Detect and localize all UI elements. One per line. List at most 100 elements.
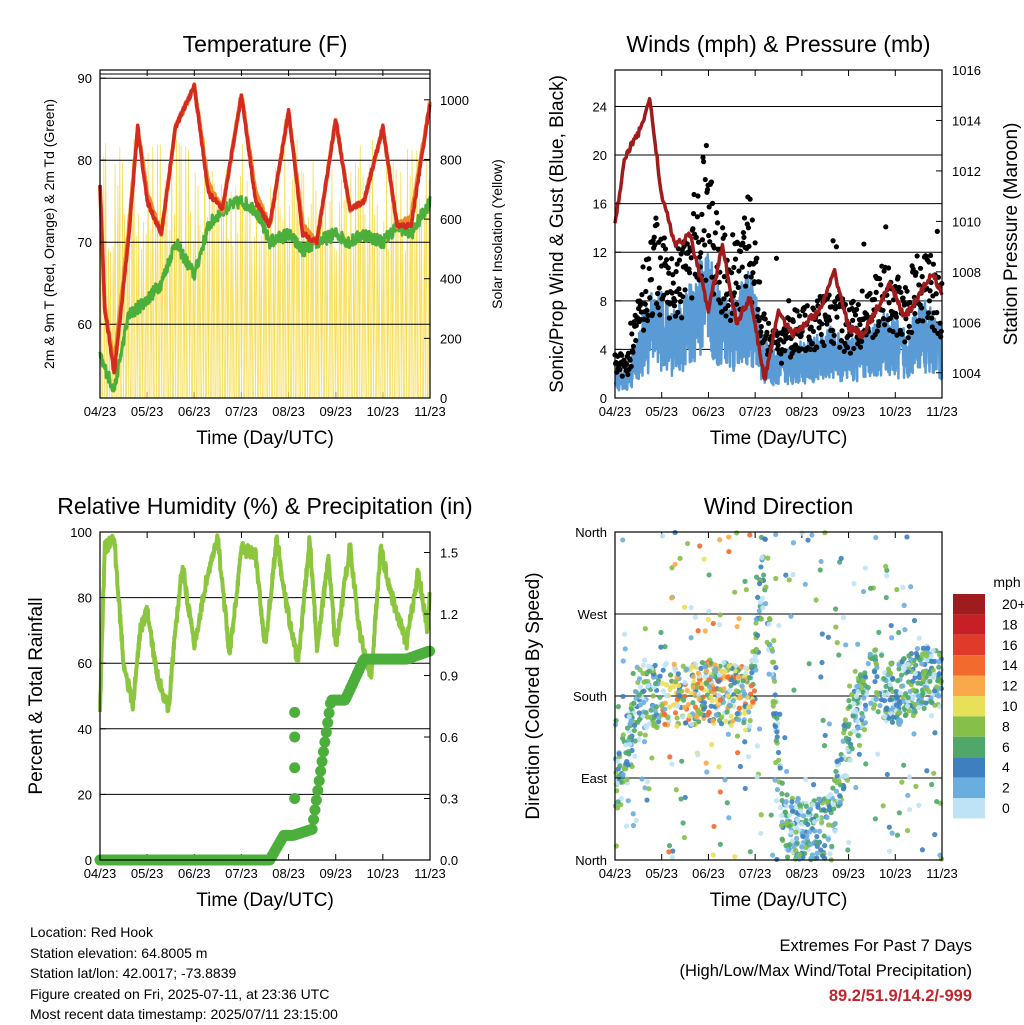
direction-point — [934, 684, 940, 690]
x-axis-label: Time (Day/UTC) — [710, 890, 848, 911]
direction-point — [717, 612, 723, 618]
direction-point — [688, 690, 694, 696]
legend-label: 14 — [1002, 657, 1018, 673]
direction-point — [660, 688, 666, 694]
gust-point — [754, 314, 760, 320]
direction-point — [887, 670, 894, 676]
direction-point — [888, 622, 894, 629]
direction-point — [935, 678, 941, 684]
direction-point — [734, 530, 740, 536]
direction-point — [934, 692, 941, 698]
direction-point — [887, 681, 893, 688]
direction-point — [846, 683, 853, 689]
gust-point — [730, 232, 736, 238]
gust-point — [802, 312, 808, 318]
gust-point — [886, 300, 892, 306]
direction-point — [696, 691, 702, 697]
direction-point — [794, 835, 800, 842]
direction-point — [826, 822, 832, 828]
direction-point — [872, 654, 878, 660]
y-tick-label: West — [578, 607, 608, 622]
direction-point — [791, 687, 797, 693]
legend-swatch — [953, 675, 985, 696]
gust-point — [663, 257, 670, 263]
x-tick-label: 04/23 — [599, 404, 632, 419]
direction-point — [652, 662, 658, 668]
direction-point — [630, 670, 636, 677]
direction-point — [929, 658, 935, 665]
gust-point — [782, 348, 788, 354]
gust-point — [829, 327, 836, 334]
gust-point — [912, 310, 918, 317]
direction-point — [675, 703, 681, 709]
direction-point — [935, 672, 941, 678]
direction-point — [730, 698, 736, 704]
direction-point — [662, 662, 668, 668]
x-tick-label: 06/23 — [692, 866, 725, 881]
gust-point — [627, 357, 633, 363]
gust-point — [700, 154, 706, 161]
direction-point — [779, 836, 785, 842]
direction-point — [679, 758, 685, 764]
direction-point — [770, 703, 776, 709]
direction-point — [632, 753, 638, 759]
gust-point — [690, 226, 696, 232]
direction-point — [618, 795, 625, 802]
direction-point — [872, 647, 878, 653]
direction-point — [710, 718, 716, 724]
gust-point — [709, 274, 715, 280]
direction-point — [636, 676, 643, 682]
direction-point — [837, 799, 843, 805]
gust-point — [695, 193, 701, 199]
direction-point — [713, 712, 719, 718]
direction-point — [754, 774, 760, 780]
direction-point — [904, 703, 911, 709]
direction-point — [919, 661, 925, 667]
gust-point — [740, 229, 746, 236]
direction-point — [717, 537, 723, 543]
direction-point — [734, 623, 740, 630]
gust-point — [850, 317, 856, 323]
direction-point — [747, 718, 753, 724]
direction-point — [890, 675, 896, 681]
direction-point — [651, 719, 657, 725]
gust-point — [754, 255, 760, 261]
direction-point — [758, 564, 764, 570]
direction-point — [742, 785, 748, 792]
gust-point — [804, 303, 810, 309]
direction-point — [642, 626, 648, 632]
precip-point — [317, 746, 329, 758]
direction-point — [637, 684, 644, 690]
speed-legend: mph 20+ 18 16 14 12 10 8 6 4 2 0 — [953, 574, 1024, 819]
direction-point — [754, 743, 760, 749]
direction-point — [617, 763, 623, 769]
direction-point — [925, 645, 931, 651]
direction-point — [850, 713, 856, 719]
gust-point — [625, 350, 632, 356]
direction-point — [722, 777, 728, 783]
direction-point — [636, 710, 642, 716]
gust-point — [714, 220, 721, 226]
direction-point — [867, 651, 873, 657]
direction-point — [763, 584, 769, 590]
gust-point — [930, 261, 937, 267]
direction-point — [642, 785, 648, 791]
gust-point — [934, 228, 940, 234]
direction-point — [883, 683, 889, 690]
direction-point — [675, 671, 681, 677]
direction-point — [844, 777, 851, 783]
gust-point — [796, 313, 803, 319]
direction-point — [834, 640, 840, 646]
direction-point — [756, 726, 763, 732]
gust-point — [722, 232, 728, 238]
direction-point — [834, 773, 840, 779]
direction-point — [663, 692, 669, 699]
y-tick-label: 20 — [593, 148, 607, 163]
direction-point — [703, 668, 710, 674]
gust-point — [751, 279, 758, 285]
direction-point — [681, 834, 687, 841]
direction-point — [690, 700, 696, 706]
direction-point — [726, 534, 732, 540]
direction-point — [936, 652, 943, 658]
